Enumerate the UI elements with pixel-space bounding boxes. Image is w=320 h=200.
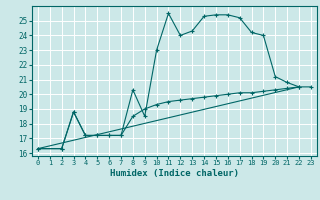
X-axis label: Humidex (Indice chaleur): Humidex (Indice chaleur) bbox=[110, 169, 239, 178]
